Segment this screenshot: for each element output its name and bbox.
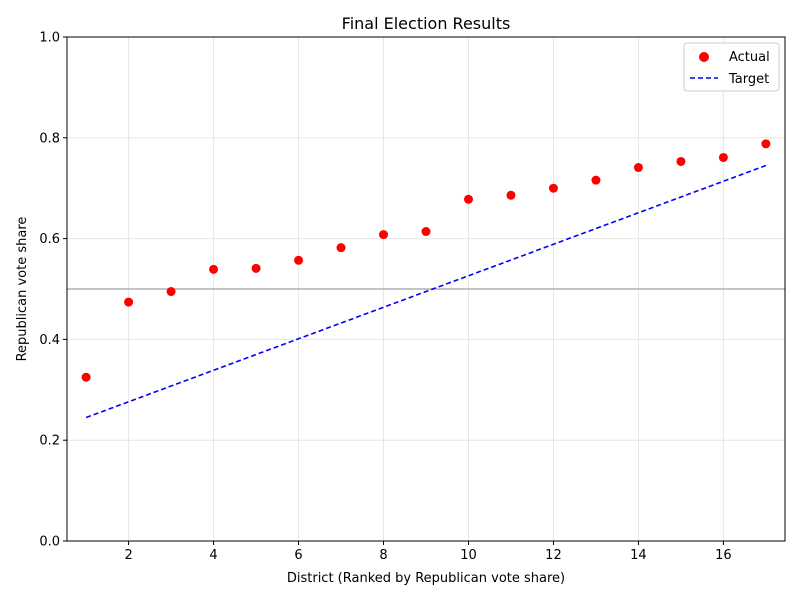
target-line	[85, 164, 767, 419]
actual-point	[676, 156, 686, 166]
legend-marker-actual	[699, 52, 709, 62]
x-tick-label: 12	[545, 548, 562, 563]
actual-point	[633, 163, 643, 173]
x-tick-label: 10	[460, 548, 477, 563]
actual-point	[718, 152, 728, 162]
y-tick-label: 0.6	[39, 232, 60, 247]
x-tick-label: 6	[294, 548, 302, 563]
actual-point	[336, 243, 346, 253]
actual-point	[591, 175, 601, 185]
axis-ticks: 2 4 6 8 10 12 14 16 0.0 0.2 0.4 0.6 0.8 1.0	[39, 31, 731, 564]
y-tick-label: 0.0	[39, 535, 60, 550]
actual-point	[379, 230, 389, 240]
actual-point	[251, 263, 261, 273]
actual-point	[421, 227, 431, 237]
y-tick-label: 0.8	[39, 131, 60, 146]
actual-point	[124, 297, 134, 307]
legend: Actual Target	[683, 42, 780, 92]
actual-point	[166, 287, 176, 297]
actual-point	[81, 372, 91, 382]
x-tick-label: 2	[124, 548, 132, 563]
x-tick-label: 14	[630, 548, 647, 563]
x-tick-label: 4	[209, 548, 217, 563]
y-tick-label: 1.0	[39, 31, 60, 46]
x-axis-label: District (Ranked by Republican vote shar…	[287, 571, 565, 586]
y-axis-label: Republican vote share	[15, 217, 30, 362]
actual-point	[294, 255, 304, 265]
plot-frame	[66, 36, 786, 542]
actual-point	[761, 139, 771, 149]
legend-label-actual: Actual	[729, 50, 770, 65]
series-layer	[81, 139, 771, 419]
legend-label-target: Target	[728, 72, 769, 87]
actual-point	[463, 194, 473, 204]
actual-point	[548, 183, 558, 193]
actual-point	[506, 190, 516, 200]
y-tick-label: 0.4	[39, 333, 60, 348]
y-tick-label: 0.2	[39, 434, 60, 449]
x-tick-label: 8	[379, 548, 387, 563]
chart-title: Final Election Results	[342, 14, 511, 33]
actual-point	[209, 264, 219, 274]
x-tick-label: 16	[715, 548, 732, 563]
